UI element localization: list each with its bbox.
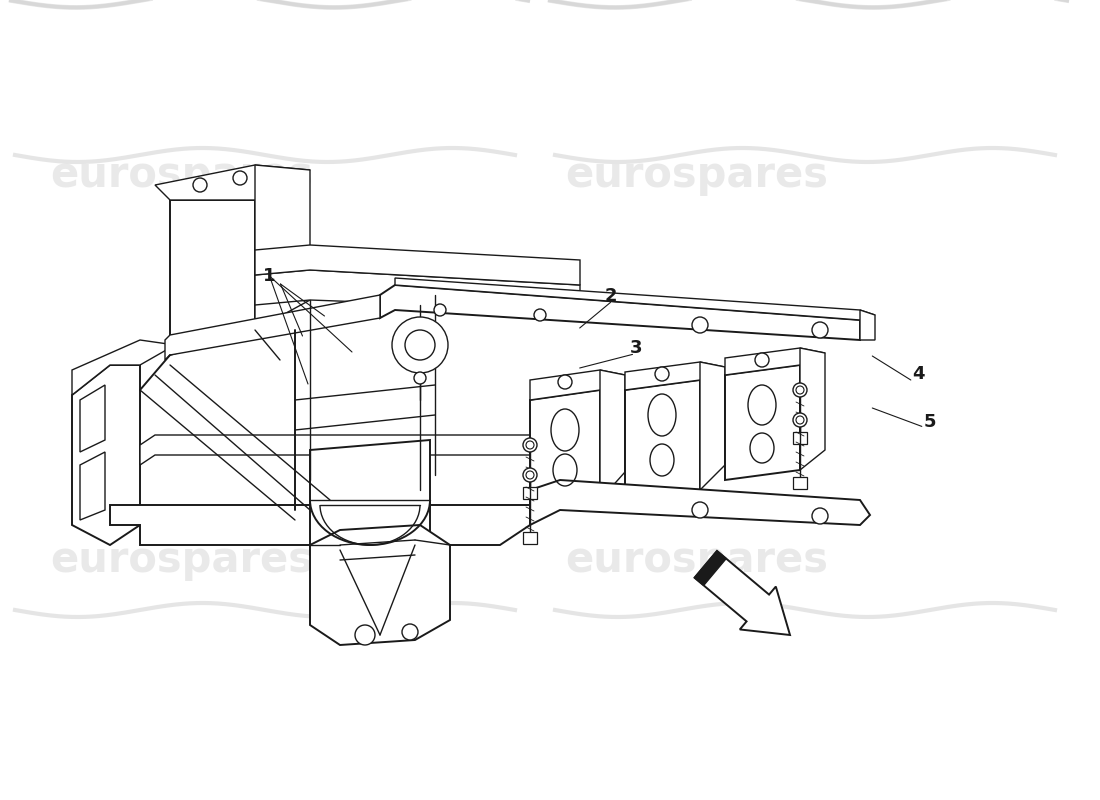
Polygon shape xyxy=(80,385,104,452)
Polygon shape xyxy=(255,245,580,285)
Polygon shape xyxy=(140,420,560,465)
Polygon shape xyxy=(72,340,175,395)
Polygon shape xyxy=(694,551,790,635)
Polygon shape xyxy=(860,310,875,340)
Polygon shape xyxy=(725,348,825,375)
Polygon shape xyxy=(310,525,450,645)
Circle shape xyxy=(526,441,534,449)
Text: 3: 3 xyxy=(629,339,642,357)
Polygon shape xyxy=(725,365,800,480)
Polygon shape xyxy=(80,452,104,520)
Circle shape xyxy=(793,413,807,427)
Polygon shape xyxy=(395,278,874,320)
Circle shape xyxy=(796,416,804,424)
Circle shape xyxy=(812,322,828,338)
Text: eurospares: eurospares xyxy=(565,539,828,581)
Text: eurospares: eurospares xyxy=(565,154,828,196)
Circle shape xyxy=(812,508,828,524)
Polygon shape xyxy=(310,440,430,555)
Polygon shape xyxy=(530,370,625,400)
Polygon shape xyxy=(793,477,807,489)
Circle shape xyxy=(793,383,807,397)
Polygon shape xyxy=(522,532,537,544)
Circle shape xyxy=(355,625,375,645)
Circle shape xyxy=(522,468,537,482)
Circle shape xyxy=(692,317,708,333)
Polygon shape xyxy=(625,362,725,390)
Polygon shape xyxy=(793,432,807,444)
Circle shape xyxy=(522,438,537,452)
Circle shape xyxy=(534,309,546,321)
Polygon shape xyxy=(600,370,625,500)
Text: 4: 4 xyxy=(912,366,925,383)
Circle shape xyxy=(402,624,418,640)
Circle shape xyxy=(233,171,248,185)
Polygon shape xyxy=(110,505,530,545)
Circle shape xyxy=(192,178,207,192)
Polygon shape xyxy=(72,365,140,545)
Polygon shape xyxy=(530,390,600,510)
Polygon shape xyxy=(155,165,310,200)
Polygon shape xyxy=(800,348,825,470)
Polygon shape xyxy=(170,200,255,355)
Text: 2: 2 xyxy=(604,287,617,305)
Circle shape xyxy=(654,367,669,381)
Text: 1: 1 xyxy=(263,267,276,285)
Polygon shape xyxy=(379,285,860,340)
Circle shape xyxy=(755,353,769,367)
Polygon shape xyxy=(700,362,725,490)
Polygon shape xyxy=(165,295,380,360)
Text: 5: 5 xyxy=(923,413,936,430)
Polygon shape xyxy=(255,270,580,310)
Circle shape xyxy=(526,471,534,479)
Text: eurospares: eurospares xyxy=(50,539,314,581)
Circle shape xyxy=(434,304,446,316)
Polygon shape xyxy=(625,380,700,500)
Circle shape xyxy=(405,330,435,360)
Circle shape xyxy=(692,502,708,518)
Circle shape xyxy=(558,375,572,389)
Polygon shape xyxy=(522,487,537,499)
Circle shape xyxy=(796,386,804,394)
Circle shape xyxy=(392,317,448,373)
Polygon shape xyxy=(255,165,310,330)
Circle shape xyxy=(414,372,426,384)
Polygon shape xyxy=(530,480,870,525)
Polygon shape xyxy=(694,551,726,586)
Text: eurospares: eurospares xyxy=(50,154,314,196)
